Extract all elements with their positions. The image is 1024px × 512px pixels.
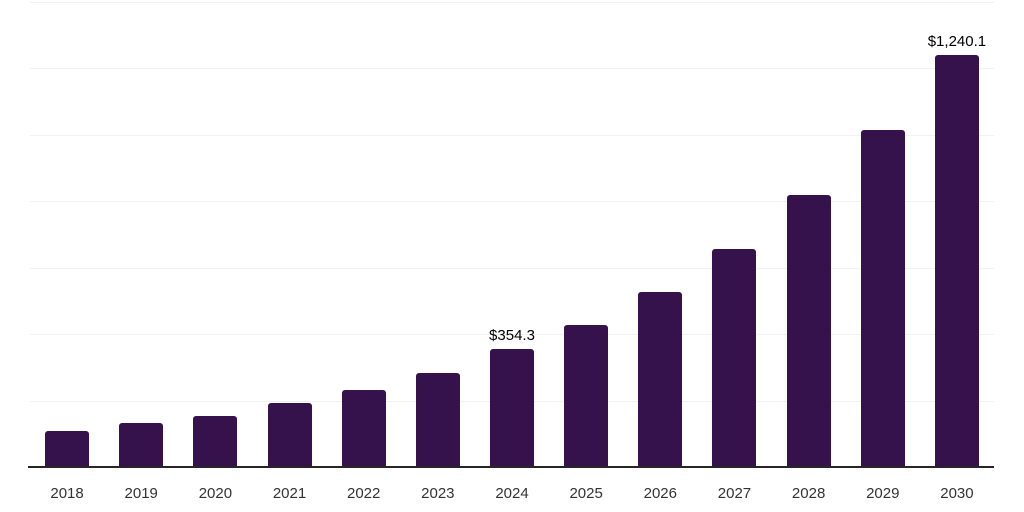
x-tick-label-2024: 2024	[495, 485, 529, 502]
x-tick-label-2027: 2027	[717, 485, 752, 502]
x-tick-label-2020: 2020	[198, 485, 233, 502]
gridline	[30, 2, 994, 3]
bar-2025	[564, 324, 609, 467]
x-tick-label-2029: 2029	[866, 485, 900, 502]
x-tick-label-2026: 2026	[643, 485, 677, 502]
x-tick-label-2023: 2023	[421, 485, 455, 502]
bar-2018	[45, 430, 90, 467]
bar-2021	[267, 403, 312, 467]
gridline	[30, 134, 994, 136]
gridline	[30, 201, 994, 203]
bar-2024	[490, 349, 534, 467]
data-label-2030: $1,240.1	[927, 33, 987, 51]
x-tick-label-2028: 2028	[791, 485, 826, 502]
x-tick-label-2030: 2030	[940, 485, 974, 502]
data-label-2024: $354.3	[489, 327, 535, 345]
bar-2019	[119, 423, 164, 467]
bar-2022	[341, 389, 386, 467]
bar-2027	[712, 249, 757, 467]
bar-2029	[860, 130, 905, 467]
x-axis-line	[28, 466, 994, 468]
x-tick-label-2018: 2018	[50, 485, 84, 502]
x-tick-label-2021: 2021	[272, 485, 307, 502]
bar-2020	[193, 415, 238, 467]
gridline	[30, 334, 994, 336]
x-tick-label-2022: 2022	[347, 485, 381, 502]
bar-2030	[934, 55, 979, 467]
gridline	[30, 68, 994, 70]
x-tick-label-2025: 2025	[569, 485, 603, 502]
gridline	[30, 267, 994, 269]
bar-2028	[786, 195, 831, 467]
bar-2026	[638, 291, 683, 467]
bar-2023	[415, 373, 460, 467]
x-tick-label-2019: 2019	[124, 485, 158, 502]
